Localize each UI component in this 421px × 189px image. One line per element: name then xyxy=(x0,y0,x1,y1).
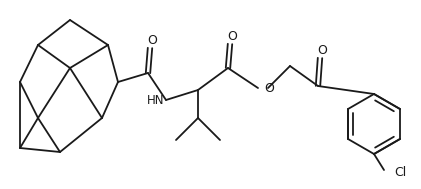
Text: O: O xyxy=(317,43,327,57)
Text: Cl: Cl xyxy=(394,166,406,178)
Text: O: O xyxy=(264,81,274,94)
Text: HN: HN xyxy=(147,94,164,106)
Text: O: O xyxy=(227,29,237,43)
Text: O: O xyxy=(147,33,157,46)
